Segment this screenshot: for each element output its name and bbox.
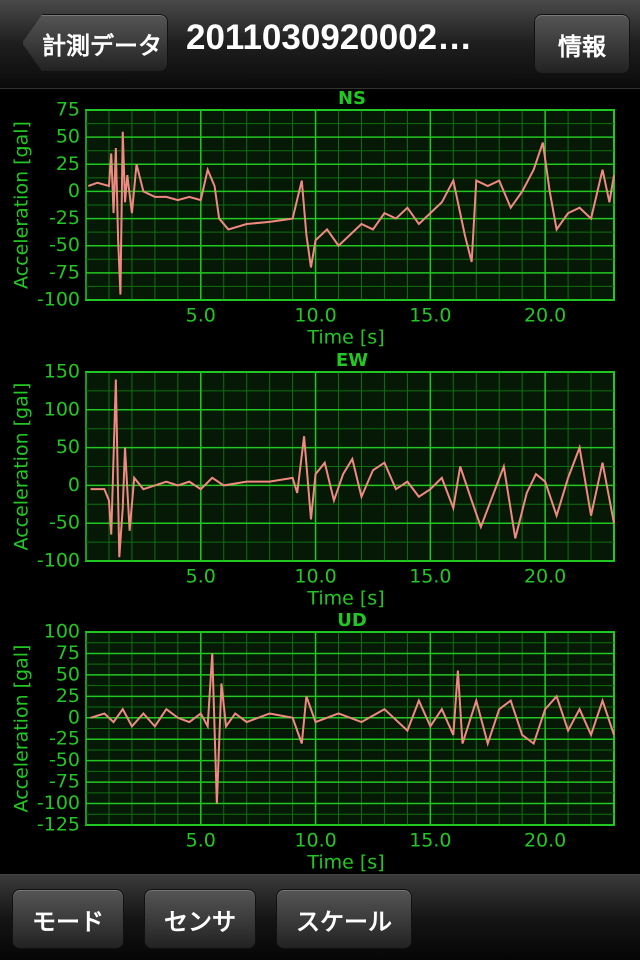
sensor-button[interactable]: センサ — [144, 889, 256, 949]
x-tick-label: 5.0 — [186, 830, 216, 852]
y-tick-label: 75 — [56, 642, 80, 664]
x-tick-label: 20.0 — [524, 566, 566, 588]
y-tick-label: -25 — [49, 207, 80, 229]
x-axis-label: Time [s] — [306, 588, 384, 610]
y-tick-label: 100 — [44, 621, 80, 643]
y-tick-label: -125 — [37, 814, 80, 836]
chart-title: NS — [338, 88, 366, 109]
info-button[interactable]: 情報 — [534, 14, 630, 74]
x-axis-label: Time [s] — [306, 327, 384, 349]
y-tick-label: 25 — [56, 685, 80, 707]
x-tick-label: 5.0 — [186, 305, 216, 327]
x-tick-label: 15.0 — [409, 830, 451, 852]
waveform — [90, 653, 615, 804]
x-tick-label: 15.0 — [409, 305, 451, 327]
y-tick-label: -100 — [37, 550, 80, 572]
nav-bar: 計測データ 2011030920002… 情報 — [0, 0, 640, 89]
y-tick-label: -100 — [37, 792, 80, 814]
x-tick-label: 5.0 — [186, 566, 216, 588]
y-tick-label: -100 — [37, 289, 80, 311]
y-tick-label: -50 — [49, 512, 80, 534]
y-tick-label: -50 — [49, 749, 80, 771]
x-tick-label: 20.0 — [524, 830, 566, 852]
y-axis-label: Acceleration [gal] — [11, 383, 33, 551]
x-tick-label: 10.0 — [294, 305, 336, 327]
x-tick-label: 10.0 — [294, 566, 336, 588]
nav-title: 2011030920002… — [186, 18, 473, 57]
y-tick-label: 0 — [68, 180, 80, 202]
y-axis-label: Acceleration [gal] — [11, 645, 33, 813]
mode-button[interactable]: モード — [12, 889, 124, 949]
y-tick-label: 0 — [68, 706, 80, 728]
chart-title: UD — [337, 610, 367, 631]
y-tick-label: 50 — [56, 436, 80, 458]
y-tick-label: -75 — [49, 771, 80, 793]
back-button[interactable]: 計測データ — [22, 14, 168, 72]
y-axis-label: Acceleration [gal] — [11, 121, 33, 289]
x-tick-label: 15.0 — [409, 566, 451, 588]
y-tick-label: 75 — [56, 99, 80, 121]
y-tick-label: 25 — [56, 153, 80, 175]
y-tick-label: 100 — [44, 398, 80, 420]
toolbar: モード センサ スケール — [0, 874, 640, 960]
y-tick-label: -50 — [49, 234, 80, 256]
x-tick-label: 10.0 — [294, 830, 336, 852]
y-tick-label: 0 — [68, 474, 80, 496]
y-tick-label: 50 — [56, 126, 80, 148]
waveform — [87, 131, 615, 295]
y-tick-label: 50 — [56, 663, 80, 685]
y-tick-label: -75 — [49, 261, 80, 283]
x-axis-label: Time [s] — [306, 852, 384, 874]
waveform — [90, 379, 615, 558]
y-tick-label: -25 — [49, 728, 80, 750]
x-tick-label: 20.0 — [524, 305, 566, 327]
y-tick-label: 150 — [44, 361, 80, 383]
chart-title: EW — [336, 350, 368, 371]
scale-button[interactable]: スケール — [276, 889, 412, 949]
